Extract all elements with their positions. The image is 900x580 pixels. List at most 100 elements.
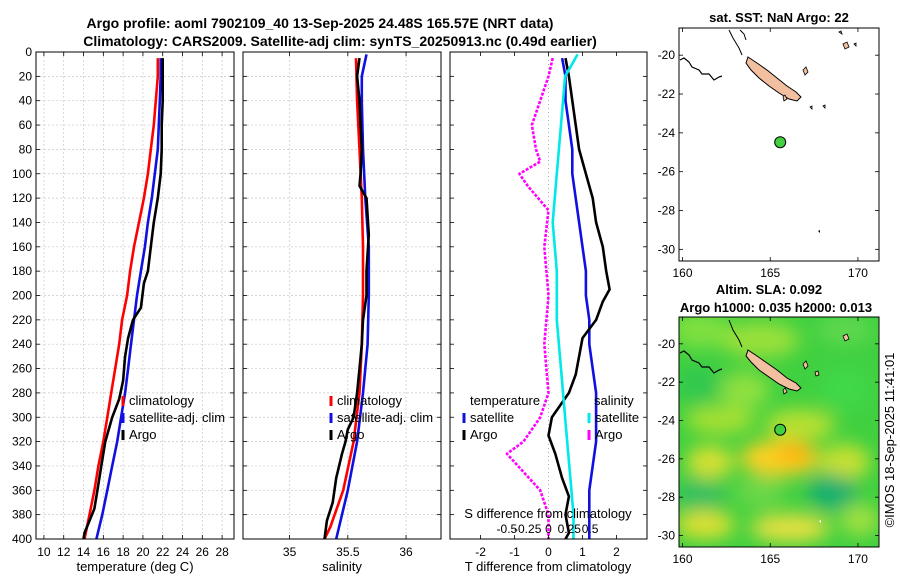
sla-blob (817, 317, 873, 344)
map-y-tick-label: -26 (658, 165, 676, 179)
map-x-tick-label: 170 (848, 266, 868, 280)
x-tick-label: 2 (613, 545, 620, 559)
island (809, 105, 813, 110)
sla-map-title-line1: Altim. SLA: 0.092 (716, 282, 822, 297)
sla-blob (679, 317, 730, 348)
coast-fragment (739, 29, 747, 41)
island (822, 104, 826, 109)
y-tick-label: 200 (12, 289, 32, 303)
legend-label-s-satellite: satellite (595, 410, 639, 425)
island (802, 360, 809, 370)
argo-float-marker (774, 423, 787, 436)
sla-map-title-line2: Argo h1000: 0.035 h2000: 0.013 (680, 300, 872, 315)
island (842, 41, 850, 50)
imos-watermark: ©IMOS 18-Sep-2025 11:41:01 (882, 353, 897, 528)
y-tick-label: 0 (25, 45, 32, 59)
x-tick-label: 1 (579, 545, 586, 559)
sla-blob (819, 366, 871, 410)
top-tick-label: -0.25 (514, 522, 542, 536)
series-line-t-satellite (560, 57, 598, 539)
y-tick-label: 60 (19, 118, 33, 132)
top-tick-label: -0.5 (497, 522, 518, 536)
sla-blob (840, 504, 879, 536)
legend-label-t-argo: Argo (470, 427, 497, 442)
new-caledonia-island (745, 349, 802, 392)
difference-panel: -2 -1 0 1 2 -0.5-0.25 0 0.25 0.5 T difference fr… (449, 51, 648, 574)
island (782, 387, 788, 395)
legend-label-satellite: satellite-adj. clim (129, 410, 225, 425)
island (853, 42, 857, 47)
sla-blob (807, 474, 857, 510)
sla-blob (720, 372, 770, 408)
y-tick-label: 140 (12, 215, 32, 229)
y-tick-label: 220 (12, 313, 32, 327)
x-tick-label: 16 (97, 545, 111, 559)
y-tick-label: 260 (12, 362, 32, 376)
legend-title-salinity: salinity (594, 393, 634, 408)
coast-fragment (728, 319, 743, 348)
series-line-s-argo (505, 57, 554, 539)
legend-label-climatology: climatology (337, 393, 403, 408)
island (782, 94, 788, 102)
y-tick-label: 340 (12, 459, 32, 473)
sst-map-coastline (679, 29, 857, 233)
x-tick-label: 10 (37, 545, 51, 559)
difference-top-xlabel: S difference from climatology (464, 506, 632, 521)
x-tick-label: 26 (196, 545, 210, 559)
map-y-tick-label: -28 (658, 204, 676, 218)
new-caledonia-island (745, 56, 802, 102)
map-y-tick-label: -24 (658, 126, 676, 140)
y-tick-label: 80 (19, 142, 33, 156)
difference-legend-left: temperature satellite Argo (462, 393, 540, 442)
sla-blob (679, 511, 735, 539)
y-tick-label: 240 (12, 337, 32, 351)
sla-field (679, 317, 879, 547)
y-tick-label: 20 (19, 69, 33, 83)
x-tick-label: -2 (475, 545, 486, 559)
x-tick-label: 36 (399, 545, 413, 559)
difference-xlabel: T difference from climatology (465, 559, 632, 574)
coast-fragment (679, 350, 723, 374)
island (819, 520, 821, 523)
island (818, 230, 820, 233)
top-tick-label: 0.25 (558, 522, 582, 536)
top-tick-label: 0.5 (582, 522, 599, 536)
x-tick-label: 20 (136, 545, 150, 559)
x-tick-label: 0 (545, 545, 552, 559)
sla-blob (820, 444, 870, 480)
temperature-panel: 10 12 14 16 18 20 22 24 26 2802040608010012014016… (12, 45, 235, 574)
legend-label-s-argo: Argo (595, 427, 622, 442)
y-tick-label: 40 (19, 94, 33, 108)
legend-title-temperature: temperature (470, 393, 540, 408)
y-tick-label: 160 (12, 240, 32, 254)
salinity-xlabel: salinity (322, 559, 362, 574)
map-x-tick-label: 165 (760, 552, 780, 566)
top-tick-label: 0 (545, 522, 552, 536)
x-tick-label: 18 (116, 545, 130, 559)
series-line-s-satellite (551, 53, 579, 539)
figure-title-line2: Climatology: CARS2009. Satellite-adj cli… (83, 33, 597, 49)
sla-blob (679, 479, 725, 511)
map-y-tick-label: -22 (658, 375, 676, 389)
sst-map-border (678, 27, 880, 262)
island (842, 333, 850, 342)
difference-legend-right: salinity satellite Argo (587, 393, 639, 442)
sla-blob (765, 409, 835, 441)
x-tick-label: 14 (77, 545, 91, 559)
map-x-tick-label: 170 (848, 552, 868, 566)
map-y-tick-label: -20 (658, 48, 676, 62)
series-line-satellite-adj-clim (334, 54, 371, 540)
series-line-t-argo (547, 57, 611, 540)
sla-blob (685, 406, 755, 434)
x-tick-label: 22 (156, 545, 170, 559)
x-tick-label: 24 (176, 545, 190, 559)
map-y-tick-label: -22 (658, 87, 676, 101)
y-tick-label: 300 (12, 410, 32, 424)
map-y-tick-label: -24 (658, 414, 676, 428)
figure-title-line1: Argo profile: aoml 7902109_40 13-Sep-202… (87, 15, 554, 31)
salinity-axes-border (242, 51, 442, 540)
map-x-tick-label: 165 (760, 266, 780, 280)
sla-blob (679, 365, 722, 405)
map-y-tick-label: -28 (658, 490, 676, 504)
